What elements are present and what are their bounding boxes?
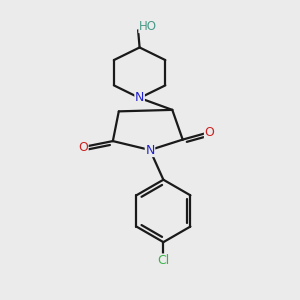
Text: O: O (78, 140, 88, 154)
Text: O: O (205, 126, 214, 139)
Text: N: N (135, 92, 144, 104)
Text: Cl: Cl (157, 254, 170, 267)
Text: N: N (145, 143, 155, 157)
Text: HO: HO (139, 20, 157, 33)
